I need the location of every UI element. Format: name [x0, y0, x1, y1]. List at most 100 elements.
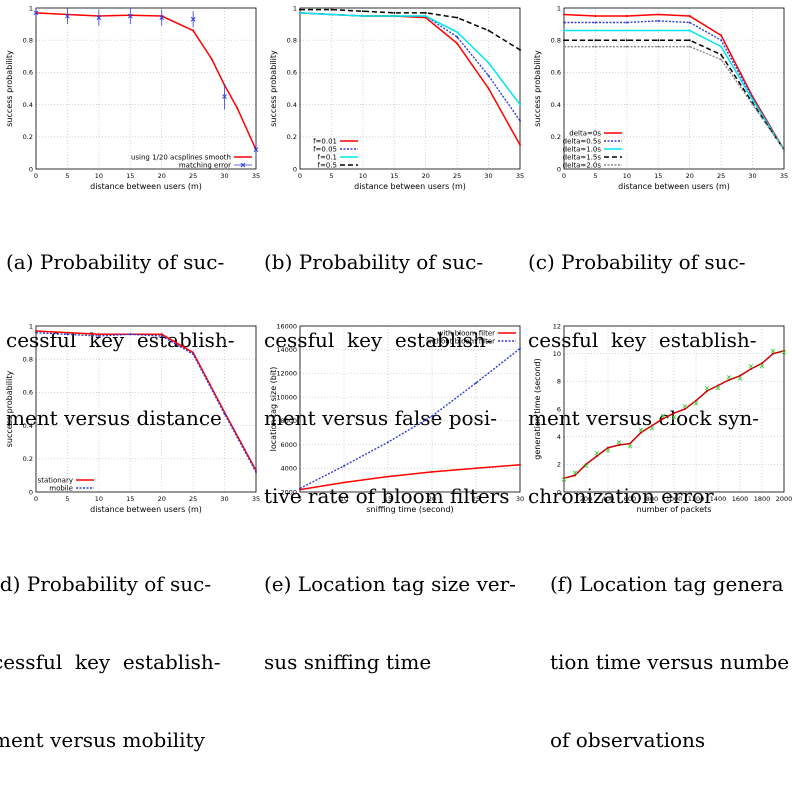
chart-e: 5 10 15 20 25 30 2000 4000 6000 8000 10000 12000 140…: [269, 322, 524, 514]
data-point: [519, 463, 521, 466]
x-tick-label: 35: [252, 495, 260, 503]
x-axis-label: distance between users (m): [354, 182, 466, 191]
x-tick-label: 1400: [710, 495, 727, 503]
data-point: [574, 474, 576, 477]
y-tick-label: 0.6: [23, 389, 33, 397]
data-point: [684, 408, 686, 410]
data-point: [35, 329, 37, 332]
data-point: [783, 148, 785, 151]
plot-frame: [563, 7, 785, 170]
data-point: [519, 347, 521, 350]
data-point: [651, 424, 653, 427]
y-tick-label: 4000: [280, 465, 297, 473]
data-point: [330, 8, 333, 11]
caption-line: (f) Location tag genera: [550, 572, 784, 596]
data-point: [720, 53, 723, 56]
data-point: [97, 334, 100, 337]
legend-label: f=0.1: [318, 153, 337, 161]
data-point: [66, 331, 69, 334]
x-tick-label: 0: [298, 172, 302, 180]
legend-label: delta=0.5s: [563, 137, 602, 145]
data-point: [640, 431, 642, 434]
data-point: [393, 11, 396, 14]
point-marker: [649, 426, 655, 431]
x-tick-label: 20: [686, 172, 694, 180]
x-tick-label: 600: [624, 495, 636, 503]
point-marker: [605, 448, 611, 453]
x-tick-label: 5: [329, 172, 333, 180]
data-point: [761, 362, 763, 365]
data-point: [625, 21, 628, 24]
y-tick-label: 14000: [276, 346, 297, 354]
caption-line: of observations: [550, 728, 706, 752]
x-tick-label: 1600: [732, 495, 749, 503]
data-point: [596, 455, 598, 458]
data-point: [223, 412, 226, 415]
y-tick-label: 10000: [276, 393, 297, 401]
y-tick-label: 0.2: [23, 133, 33, 141]
y-tick-label: 4: [557, 433, 561, 441]
data-point: [487, 87, 490, 90]
caption-line: (c) Probability of suc-: [528, 250, 746, 274]
panel-c: 0 5 10 15 20 25 30 35 0 0.2 0.4 0.6 0.8 1 distance bet…: [528, 0, 792, 508]
legend-label: f=0.05: [313, 145, 337, 153]
data-point: [629, 442, 631, 445]
x-tick-label: 0: [34, 495, 38, 503]
legend-swatch: [240, 162, 246, 168]
series-line: [564, 20, 785, 151]
x-tick-label: 10: [95, 495, 103, 503]
y-tick-label: 16000: [276, 322, 297, 330]
data-point: [330, 13, 333, 16]
y-tick-label: 1: [29, 4, 33, 12]
data-point: [487, 29, 490, 32]
caption-b: (b) Probability of suc- cessful key esta…: [264, 197, 509, 561]
legend-label: delta=2.0s: [563, 161, 602, 169]
y-tick-label: 0.4: [551, 101, 561, 109]
caption-e: (e) Location tag size ver- sus sniffing …: [264, 519, 516, 727]
y-tick-label: 0.8: [23, 356, 33, 364]
data-point: [563, 29, 565, 32]
data-point: [625, 15, 628, 18]
legend-label: with bloom filter: [438, 329, 495, 337]
data-point: [563, 45, 565, 48]
data-point: [211, 58, 213, 61]
x-tick-label: 30: [516, 495, 524, 503]
legend-label: delta=1.0s: [563, 145, 602, 153]
data-point: [594, 21, 597, 24]
x-tick-label: 25: [717, 172, 725, 180]
x-axis-label: distance between users (m): [90, 505, 202, 514]
point-marker: [96, 15, 102, 21]
series-line: [299, 12, 521, 106]
data-point: [657, 19, 660, 22]
caption-line: ment versus mobility: [0, 728, 205, 752]
y-tick-label: 2000: [280, 488, 297, 496]
caption-line: cessful key establish-: [528, 328, 757, 352]
data-point: [657, 39, 660, 42]
data-point: [657, 45, 660, 48]
y-tick-label: 0: [29, 165, 33, 173]
x-tick-label: 5: [65, 172, 69, 180]
legend-label: stationary: [38, 476, 73, 484]
y-axis-label: location tag size (bit): [269, 367, 278, 452]
data-point: [695, 399, 697, 402]
data-point: [456, 42, 459, 45]
data-point: [519, 103, 521, 106]
data-point: [688, 45, 691, 48]
legend-label: delta=1.5s: [563, 153, 602, 161]
data-point: [387, 441, 389, 444]
caption-line: cessful key establish-: [0, 650, 221, 674]
y-axis-label: success probability: [5, 370, 14, 447]
y-tick-label: 0.4: [23, 101, 33, 109]
x-tick-label: 2000: [776, 495, 792, 503]
data-point: [519, 119, 521, 122]
data-point: [159, 9, 165, 26]
x-tick-label: 25: [189, 495, 197, 503]
legend-label: delta=0s: [569, 129, 601, 137]
caption-line: (d) Probability of suc-: [0, 572, 212, 596]
data-point: [192, 353, 195, 356]
y-tick-label: 2: [557, 461, 561, 469]
x-tick-label: 800: [646, 495, 658, 503]
plot-frame: [35, 325, 257, 493]
caption-c: (c) Probability of suc- cessful key esta…: [528, 197, 759, 561]
data-point: [299, 11, 301, 14]
